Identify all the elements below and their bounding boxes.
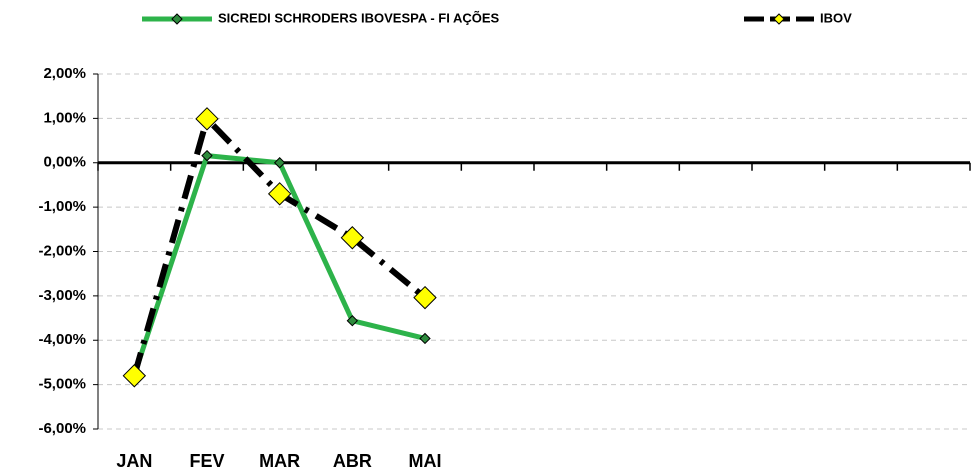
legend-marker	[773, 13, 785, 25]
y-tick-label: 2,00%	[43, 65, 86, 82]
marker	[419, 332, 431, 345]
y-tick-label: -6,00%	[38, 420, 86, 437]
y-tick-label: 1,00%	[43, 109, 86, 126]
x-tick-label: MAI	[409, 451, 442, 471]
marker	[195, 107, 219, 131]
y-tick-label: -4,00%	[38, 331, 86, 348]
marker	[273, 157, 286, 169]
y-tick-label: -5,00%	[38, 376, 86, 393]
x-tick-label: JAN	[116, 451, 152, 471]
legend-label: SICREDI SCHRODERS IBOVESPA - FI AÇÕES	[218, 10, 500, 25]
y-tick-label: 0,00%	[43, 154, 86, 171]
x-tick-label: FEV	[189, 451, 224, 471]
marker	[413, 285, 437, 310]
marker	[201, 149, 213, 162]
y-tick-label: -1,00%	[38, 198, 86, 215]
marker	[122, 364, 147, 388]
legend-marker	[171, 13, 183, 25]
x-tick-label: MAR	[259, 451, 300, 471]
marker	[340, 226, 365, 250]
y-tick-label: -2,00%	[38, 242, 86, 259]
marker	[267, 182, 292, 206]
marker	[346, 315, 359, 327]
y-tick-label: -3,00%	[38, 287, 86, 304]
x-tick-label: ABR	[333, 451, 372, 471]
legend-label: IBOV	[820, 10, 852, 25]
